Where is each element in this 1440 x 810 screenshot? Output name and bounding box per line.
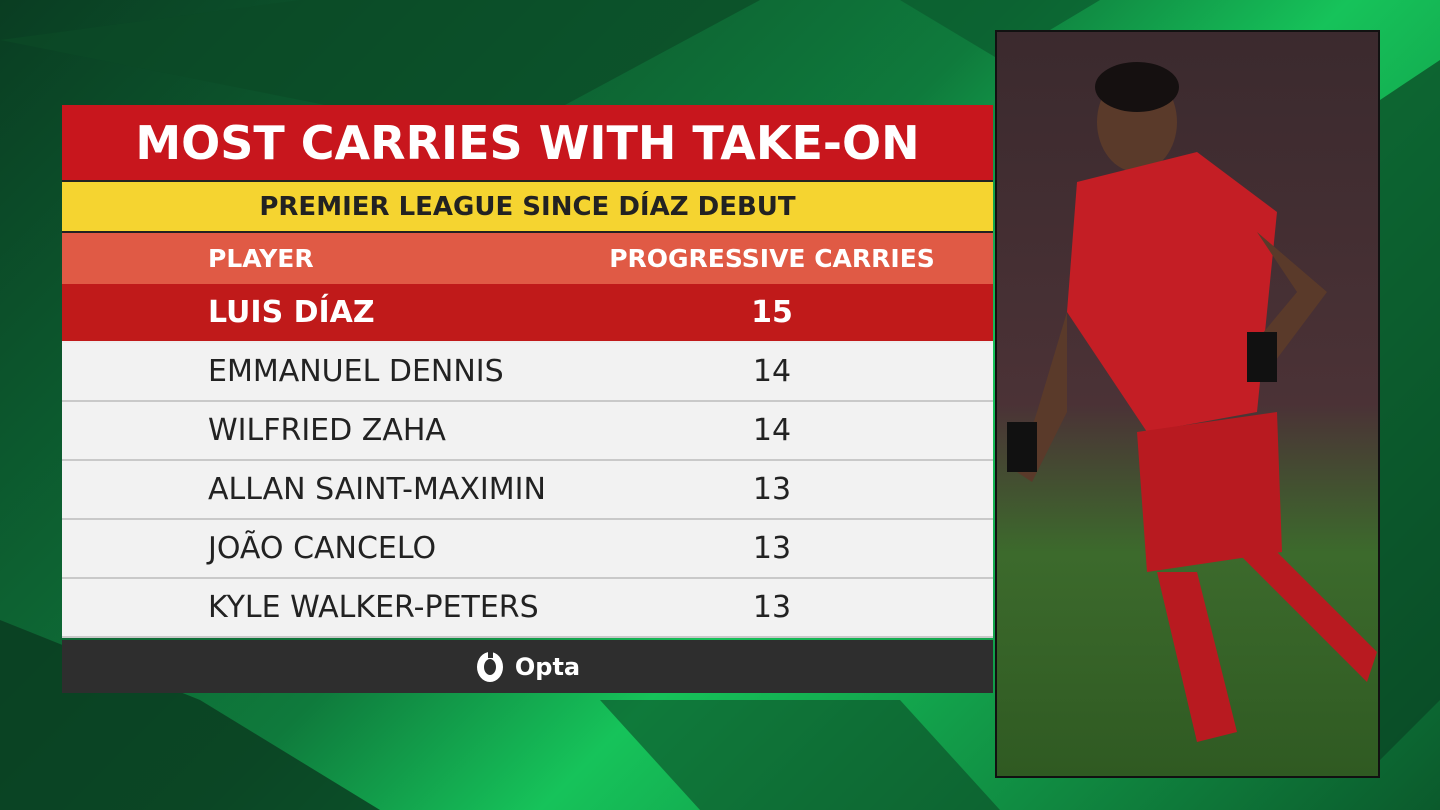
opta-logo (476, 648, 503, 682)
table-row: KYLE WALKER-PETERS 13 (62, 579, 993, 638)
brand: Opta (514, 652, 581, 681)
table: PLAYER PROGRESSIVE CARRIES LUIS DÍAZ 15 EM… (62, 233, 993, 638)
table-row: EMMANUEL DENNIS 14 (62, 343, 993, 402)
table-panel: MOST CARRIES WITH TAKE-ON PREMIER LEAGUE… (62, 105, 993, 693)
player-name: LUIS DÍAZ (208, 295, 375, 330)
title: MOST CARRIES WITH TAKE-ON (62, 105, 993, 182)
column-header: PLAYER (208, 244, 314, 273)
footer: Opta (62, 640, 993, 693)
table-row: JOÃO CANCELO 13 (62, 520, 993, 579)
player-illustration (1007, 62, 1377, 742)
table-row: LUIS DÍAZ 15 (62, 284, 993, 343)
player-photo (995, 30, 1380, 778)
carries-value: 14 (752, 413, 792, 448)
carries-value: 15 (751, 295, 793, 330)
player-name: KYLE WALKER-PETERS (208, 590, 539, 625)
subtitle: PREMIER LEAGUE SINCE DÍAZ DEBUT (62, 182, 993, 233)
header-row: PLAYER PROGRESSIVE CARRIES (62, 233, 993, 284)
player-name: EMMANUEL DENNIS (208, 354, 504, 389)
table-row: WILFRIED ZAHA 14 (62, 402, 993, 461)
carries-value: 14 (752, 354, 792, 389)
carries-value: 13 (752, 590, 792, 625)
carries-value: 13 (752, 531, 792, 566)
player-name: ALLAN SAINT-MAXIMIN (208, 472, 546, 507)
player-name: WILFRIED ZAHA (208, 413, 446, 448)
column-header: PROGRESSIVE CARRIES (609, 244, 935, 273)
carries-value: 13 (752, 472, 792, 507)
table-row: ALLAN SAINT-MAXIMIN 13 (62, 461, 993, 520)
player-name: JOÃO CANCELO (208, 531, 437, 566)
